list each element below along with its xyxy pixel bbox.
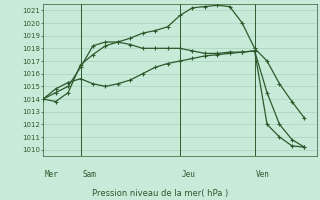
Text: Mer: Mer [45,170,59,179]
Text: Ven: Ven [256,170,270,179]
Text: Sam: Sam [82,170,96,179]
Text: Jeu: Jeu [182,170,196,179]
Text: Pression niveau de la mer( hPa ): Pression niveau de la mer( hPa ) [92,189,228,198]
